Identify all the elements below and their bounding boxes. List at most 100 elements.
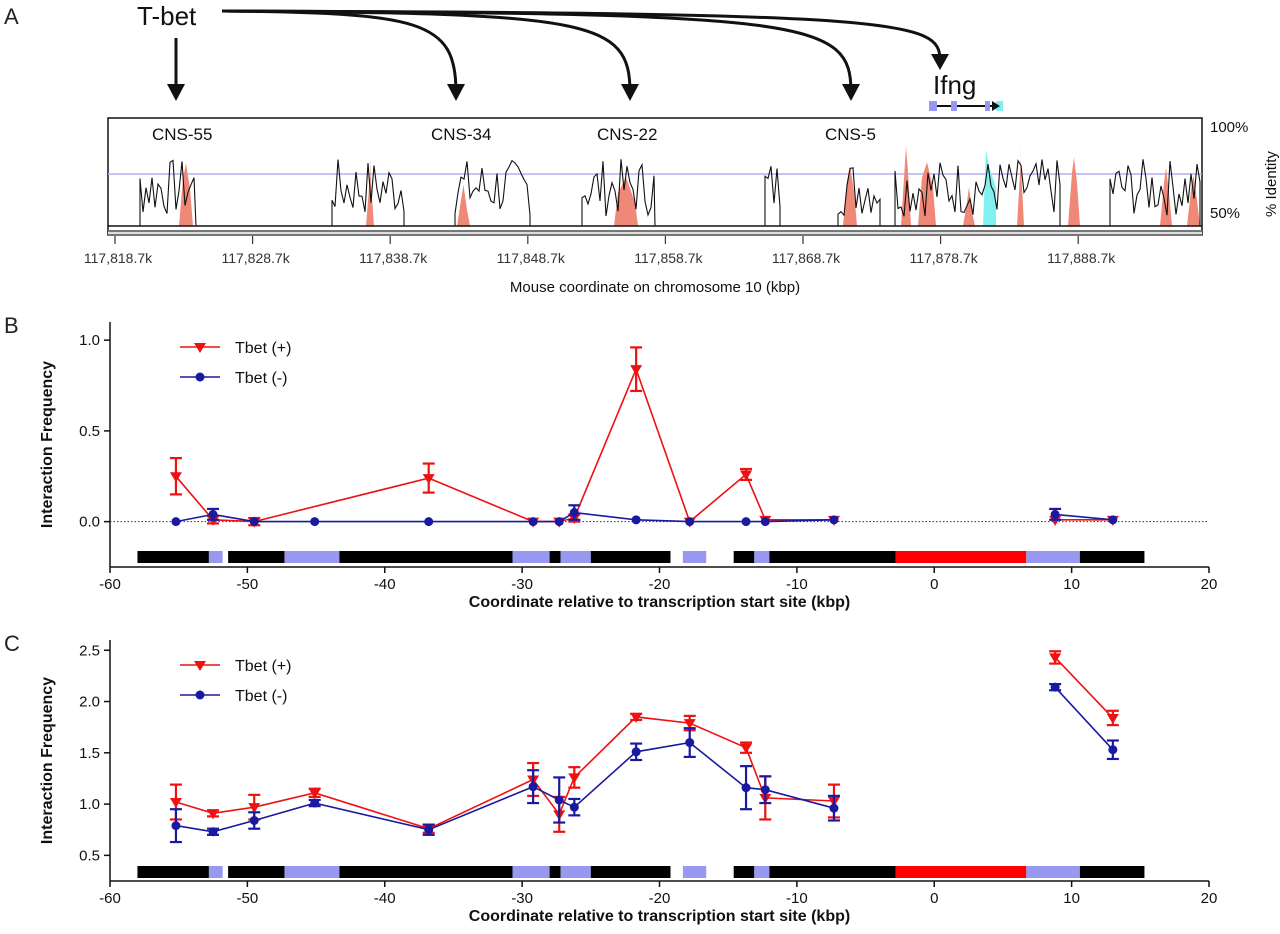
conservation-profile bbox=[139, 159, 197, 227]
genomic-track-segment bbox=[339, 551, 513, 563]
genomic-track-segment bbox=[560, 551, 591, 563]
ifng-exon-1 bbox=[929, 101, 937, 111]
data-point bbox=[249, 815, 259, 825]
data-point bbox=[1050, 509, 1060, 519]
x-tick-label: -10 bbox=[786, 890, 808, 907]
data-point bbox=[422, 474, 435, 485]
x-tick-label: -40 bbox=[374, 576, 396, 593]
data-point bbox=[683, 719, 696, 730]
ifng-exon-2 bbox=[951, 101, 957, 111]
y-axis-title: Interaction Frequency bbox=[39, 361, 56, 528]
vista-x-axis-title: Mouse coordinate on chromosome 10 (kbp) bbox=[510, 279, 800, 296]
series-line bbox=[1054, 656, 1114, 719]
arrowheads bbox=[167, 54, 949, 101]
data-point bbox=[208, 827, 218, 837]
series-line bbox=[1054, 686, 1114, 751]
arrowhead-cns34 bbox=[447, 84, 465, 101]
genomic-track-segment bbox=[228, 551, 285, 563]
vista-x-tick-label: 117,868.7k bbox=[772, 250, 841, 266]
cns-label-cns22: CNS-22 bbox=[597, 125, 657, 144]
vista-x-tick-label: 117,888.7k bbox=[1047, 250, 1116, 266]
data-point bbox=[1108, 745, 1118, 755]
legend: Tbet (+) Tbet (-) bbox=[180, 340, 291, 387]
arrow-to-ifng bbox=[221, 9, 942, 61]
cns-highlight bbox=[843, 165, 857, 226]
ifng-direction-arrow bbox=[992, 101, 1000, 111]
data-point bbox=[685, 517, 695, 527]
chromosome-ruler-highlight bbox=[108, 232, 1202, 234]
arrowhead-ifng bbox=[931, 54, 949, 70]
data-point bbox=[424, 517, 434, 527]
genomic-track-segment bbox=[208, 866, 223, 878]
y-axis-title: Interaction Frequency bbox=[39, 677, 56, 844]
data-point bbox=[740, 743, 753, 754]
genomic-track-segment bbox=[549, 551, 561, 563]
panel-b: B -60 -50 -40 -30 -20 -10 0 10 20 0.0 0.5 1.0 Coordi… bbox=[4, 313, 1217, 611]
x-tick-label: -30 bbox=[511, 576, 533, 593]
data-point bbox=[829, 515, 839, 525]
arrow-to-cns5 bbox=[221, 9, 853, 93]
x-tick-label: 20 bbox=[1201, 890, 1218, 907]
vista-x-tick-label: 117,858.7k bbox=[634, 250, 703, 266]
legend-marker bbox=[194, 343, 206, 353]
ifng-exon-3 bbox=[985, 101, 990, 111]
panel-c: C -60 -50 -40 -30 -20 -10 0 10 20 0.5 1.0 1.5 2.0 2.5… bbox=[4, 631, 1217, 925]
genomic-track-segment bbox=[590, 866, 671, 878]
tbet-label: T-bet bbox=[137, 1, 197, 31]
legend-label: Tbet (-) bbox=[235, 688, 287, 705]
cns-label-cns5: CNS-5 bbox=[825, 125, 876, 144]
data-point bbox=[1050, 682, 1060, 692]
genomic-track-segment bbox=[682, 551, 707, 563]
genomic-track-segment bbox=[769, 866, 896, 878]
conservation-profile bbox=[581, 159, 656, 227]
legend-marker bbox=[194, 661, 206, 671]
legend: Tbet (+) Tbet (-) bbox=[180, 658, 291, 705]
genomic-track-segment bbox=[208, 551, 223, 563]
x-tick-label: -50 bbox=[237, 576, 259, 593]
series-tbet-minus bbox=[171, 504, 1118, 527]
data-point bbox=[528, 782, 538, 792]
vista-x-tick-label: 117,848.7k bbox=[497, 250, 566, 266]
x-tick-label: 10 bbox=[1063, 576, 1080, 593]
data-point bbox=[248, 803, 261, 814]
genomic-track-segment bbox=[754, 866, 770, 878]
data-point bbox=[829, 803, 839, 813]
legend-label: Tbet (+) bbox=[235, 340, 291, 357]
genomic-track-segment bbox=[339, 866, 513, 878]
x-axis-title: Coordinate relative to transcription sta… bbox=[469, 594, 850, 611]
data-point bbox=[569, 802, 579, 812]
genomic-track-segment bbox=[137, 866, 209, 878]
data-point bbox=[1106, 713, 1119, 724]
series-line bbox=[175, 716, 835, 830]
x-tick-label: -20 bbox=[649, 890, 671, 907]
conservation-profile bbox=[1109, 159, 1201, 226]
y-tick-label: 0.5 bbox=[79, 847, 100, 864]
conservation-profile bbox=[837, 167, 881, 226]
data-point bbox=[1108, 515, 1118, 525]
x-tick-label: -20 bbox=[649, 576, 671, 593]
series-line bbox=[175, 366, 834, 523]
vista-x-tick-label: 117,828.7k bbox=[221, 250, 290, 266]
panel-letter-b: B bbox=[4, 313, 19, 338]
data-point bbox=[171, 821, 181, 831]
data-point bbox=[308, 788, 321, 799]
data-point bbox=[741, 517, 751, 527]
conservation-profile bbox=[764, 166, 781, 226]
genomic-track-segment bbox=[284, 866, 340, 878]
genomic-track-segment bbox=[1026, 866, 1080, 878]
ifng-gene-model bbox=[929, 101, 1003, 111]
tbet-arrows bbox=[174, 9, 942, 93]
exon-highlight bbox=[983, 149, 996, 226]
arrowhead-cns55 bbox=[167, 84, 185, 101]
cns-highlight bbox=[1187, 175, 1200, 226]
genomic-track-segment bbox=[590, 551, 671, 563]
panel-letter-c: C bbox=[4, 631, 20, 656]
arrowhead-cns22 bbox=[621, 84, 639, 101]
x-tick-label: -30 bbox=[511, 890, 533, 907]
vista-conservation-track bbox=[139, 140, 1201, 227]
data-point bbox=[760, 517, 770, 527]
legend-marker bbox=[195, 690, 205, 700]
data-point bbox=[171, 517, 181, 527]
vista-x-ticks: 117,818.7k 117,828.7k 117,838.7k 117,848.7k… bbox=[84, 236, 1116, 266]
x-axis-title: Coordinate relative to transcription sta… bbox=[469, 908, 850, 925]
